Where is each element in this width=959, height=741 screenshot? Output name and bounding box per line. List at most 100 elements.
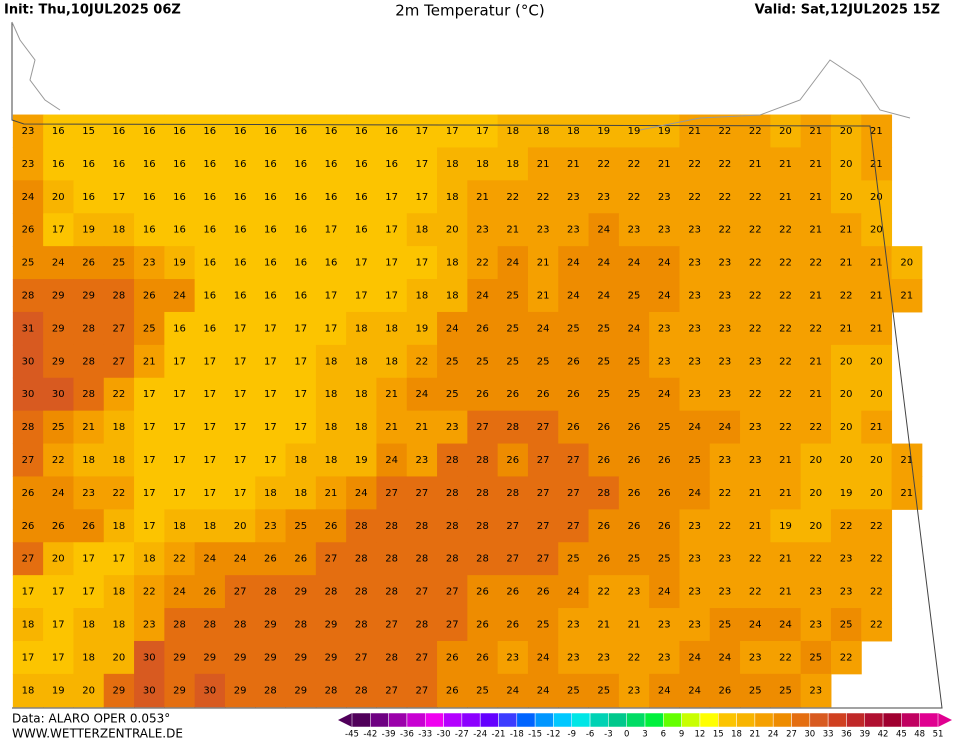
temperature-cell: [497, 279, 529, 313]
temperature-cell: [497, 410, 529, 445]
temperature-label: 17: [385, 258, 398, 269]
temperature-label: 21: [749, 488, 762, 499]
temperature-label: 26: [82, 258, 95, 269]
valid-time: Valid: Sat,12JUL2025 15Z: [755, 3, 940, 18]
temperature-label: 24: [203, 554, 216, 565]
temperature-cell: [709, 443, 741, 477]
temperature-label: 27: [446, 587, 459, 598]
temperature-label: 28: [416, 620, 429, 631]
temperature-cell: [315, 640, 347, 675]
temperature-label: 23: [719, 455, 732, 466]
temperature-label: 18: [506, 126, 519, 137]
temperature-cell: [255, 279, 287, 313]
temperature-label: 25: [537, 620, 550, 631]
temperature-cell: [285, 180, 317, 214]
temperature-cell: [740, 180, 771, 214]
temperature-label: 23: [688, 323, 701, 334]
temperature-label: 22: [416, 356, 429, 367]
temperature-label: 20: [870, 488, 883, 499]
temperature-label: 21: [537, 258, 550, 269]
temperature-label: 21: [870, 159, 883, 170]
temperature-label: 16: [113, 126, 126, 137]
temperature-label: 26: [22, 521, 35, 532]
temperature-label: 17: [385, 291, 398, 302]
temperature-label: 22: [719, 159, 732, 170]
temperature-label: 21: [900, 488, 913, 499]
temperature-cell: [861, 311, 893, 346]
temperature-cell: [73, 180, 105, 214]
temperature-label: 28: [82, 356, 95, 367]
colorbar-label: -39: [382, 730, 396, 740]
temperature-label: 27: [385, 685, 398, 696]
temperature-cell: [497, 673, 529, 708]
temperature-cell: [346, 640, 377, 675]
colorbar-swatch: [626, 712, 646, 728]
temperature-label: 16: [143, 225, 156, 236]
temperature-cell: [497, 542, 529, 576]
temperature-label: 26: [52, 521, 65, 532]
temperature-cell: [527, 180, 559, 214]
temperature-cell: [73, 673, 105, 708]
temperature-cell: [770, 410, 802, 445]
colorbar-label: -6: [586, 730, 594, 740]
temperature-label: 18: [355, 323, 368, 334]
temperature-label: 19: [779, 521, 792, 532]
temperature-label: 16: [203, 258, 216, 269]
temperature-cell: [43, 575, 74, 609]
temperature-label: 22: [597, 587, 610, 598]
temperature-label: 23: [719, 587, 732, 598]
temperature-cell: [497, 443, 529, 477]
temperature-label: 22: [749, 291, 762, 302]
temperature-label: 24: [173, 587, 186, 598]
temperature-cell: [255, 509, 287, 543]
temperature-cell: [800, 377, 832, 412]
temperature-label: 21: [809, 225, 822, 236]
temperature-label: 17: [113, 554, 126, 565]
colorbar-label: 45: [896, 730, 907, 740]
temperature-cell: [43, 542, 74, 576]
temperature-cell: [437, 213, 468, 247]
temperature-cell: [437, 542, 468, 576]
temperature-cell: [467, 377, 499, 412]
temperature-cell: [164, 311, 196, 346]
temperature-label: 16: [294, 192, 307, 203]
temperature-label: 21: [143, 356, 156, 367]
temperature-cell: [134, 279, 165, 313]
temperature-label: 17: [203, 455, 216, 466]
temperature-label: 18: [113, 455, 126, 466]
temperature-cell: [679, 377, 711, 412]
temperature-cell: [770, 344, 802, 379]
temperature-cell: [740, 575, 771, 609]
temperature-label: 24: [688, 488, 701, 499]
temperature-label: 24: [688, 422, 701, 433]
temperature-label: 23: [567, 620, 580, 631]
temperature-cell: [437, 311, 468, 346]
temperature-cell: [346, 246, 377, 280]
temperature-label: 16: [173, 159, 186, 170]
temperature-label: 16: [264, 291, 277, 302]
temperature-label: 24: [537, 323, 550, 334]
temperature-label: 21: [82, 422, 95, 433]
temperature-cell: [437, 509, 468, 543]
colorbar-label: -30: [437, 730, 451, 740]
temperature-label: 17: [173, 455, 186, 466]
temperature-label: 25: [628, 291, 641, 302]
temperature-label: 28: [355, 620, 368, 631]
temperature-cell: [164, 575, 196, 609]
temperature-cell: [285, 575, 317, 609]
temperature-cell: [709, 509, 741, 543]
temperature-label: 27: [113, 323, 126, 334]
temperature-cell: [224, 114, 256, 148]
temperature-label: 17: [203, 389, 216, 400]
temperature-cell: [588, 410, 620, 445]
temperature-label: 22: [597, 159, 610, 170]
temperature-cell: [467, 443, 499, 477]
temperature-label: 22: [779, 323, 792, 334]
temperature-cell: [164, 542, 196, 576]
colorbar-swatch: [809, 712, 829, 728]
temperature-cell: [800, 114, 832, 148]
temperature-cell: [103, 509, 135, 543]
temperature-label: 28: [355, 587, 368, 598]
temperature-cell: [437, 476, 468, 510]
colorbar-swatch: [901, 712, 920, 728]
